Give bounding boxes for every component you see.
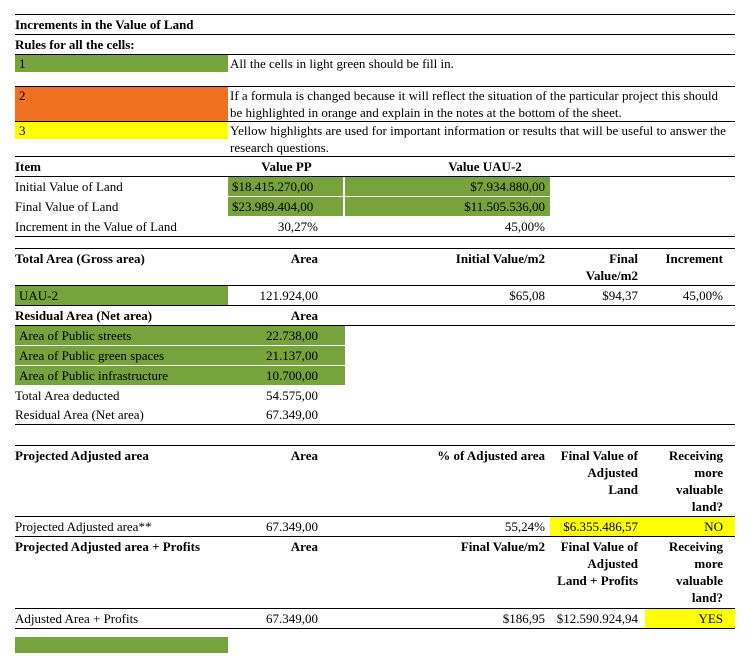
residual-area-value: 67.349,00: [266, 407, 318, 422]
col-header-residual-area: Residual Area (Net area): [15, 308, 153, 323]
area-input-cell: 21.137,00: [228, 346, 345, 366]
title-row: Increments in the Value of Land: [15, 14, 735, 35]
col-header-receiving: Receiving more valuable land?: [668, 448, 723, 514]
value-pp-input-cell: $23.989.404,00: [228, 197, 345, 217]
residual-area-header: Residual Area (Net area) Area: [15, 306, 735, 326]
col-header-final-value-profits: Final Value of Adjusted Land + Profits: [557, 539, 638, 588]
receiving-answer-highlight: NO: [645, 517, 735, 536]
final-value-adjusted-highlight: $6.355.486,57: [550, 517, 645, 536]
row-label-input-cell: Area of Public infrastructure: [15, 366, 228, 386]
table-row-final-value: Final Value of Land $23.989.404,00 $11.5…: [15, 197, 735, 217]
section-gap: [15, 237, 735, 248]
value-table-header: Item Value PP Value UAU-2: [15, 157, 735, 177]
rule-3-number: 3: [19, 123, 26, 138]
rule-row-2: 2 If a formula is changed because it wil…: [15, 87, 735, 122]
row-label-input-cell: Area of Public streets: [15, 326, 228, 346]
uau2-final-value-m2: $94,37: [602, 288, 638, 303]
final-value-m2-value: $186,95: [502, 611, 545, 626]
col-header-receiving: Receiving more valuable land?: [668, 539, 723, 605]
value-uau2-input-cell: $11.505.536,00: [345, 197, 550, 217]
table-row-public-green-spaces: Area of Public green spaces 21.137,00: [15, 346, 735, 366]
col-header-area: Area: [290, 251, 318, 266]
col-header-value-pp: Value PP: [261, 159, 312, 174]
uau2-area-value: 121.924,00: [259, 288, 319, 303]
rule-3-number-column: 3: [15, 122, 228, 139]
table-row-public-streets: Area of Public streets 22.738,00: [15, 326, 735, 346]
table-row-uau2: UAU-2 121.924,00 $65,08 $94,37 45,00%: [15, 286, 735, 306]
row-label: Adjusted Area + Profits: [15, 611, 139, 626]
projected-profits-header: Projected Adjusted area + Profits Area F…: [15, 537, 735, 609]
rule-2-number: 2: [19, 88, 26, 103]
rule-2-number-column: 2: [15, 87, 228, 121]
row-label: Projected Adjusted area**: [15, 519, 152, 534]
rule-3-text: Yellow highlights are used for important…: [230, 123, 726, 155]
rule-3-yellow-cell: 3: [15, 122, 228, 139]
increment-uau2-value: 45,00%: [504, 219, 545, 234]
row-label: Final Value of Land: [15, 199, 119, 214]
area-input-cell: 22.738,00: [228, 326, 345, 346]
area-table-header: Total Area (Gross area) Area Initial Val…: [15, 248, 735, 286]
col-header-area: Area: [290, 448, 318, 463]
row-label: Increment in the Value of Land: [15, 219, 177, 234]
rule-1-text: All the cells in light green should be f…: [230, 56, 454, 71]
projected-area-value: 67.349,00: [266, 519, 318, 534]
section-gap: [15, 425, 735, 445]
rule-1-green-cell: 1: [15, 55, 228, 72]
projected-area-header: Projected Adjusted area Area % of Adjust…: [15, 445, 735, 517]
rules-heading-row: Rules for all the cells:: [15, 35, 735, 55]
receiving-answer-highlight: YES: [645, 609, 735, 628]
rule-1-number-column: 1: [15, 55, 228, 72]
table-row-initial-value: Initial Value of Land $18.415.270,00 $7.…: [15, 177, 735, 197]
area-input-cell: 10.700,00: [228, 366, 345, 386]
col-header-projected-area: Projected Adjusted area: [15, 448, 149, 463]
col-header-pct-adjusted: % of Adjusted area: [437, 448, 545, 463]
col-header-gross-area: Total Area (Gross area): [15, 251, 145, 266]
col-header-final-value-adjusted: Final Value of Adjusted Land: [560, 448, 638, 497]
table-row-adjusted-profits: Adjusted Area + Profits 67.349,00 $186,9…: [15, 609, 735, 629]
table-row-residual-area: Residual Area (Net area) 67.349,00: [15, 405, 735, 425]
col-header-value-uau2: Value UAU-2: [448, 159, 522, 174]
row-label-input-cell: Area of Public green spaces: [15, 346, 228, 366]
col-header-area: Area: [290, 539, 318, 554]
col-header-final-value-m2: Final Value/m2: [585, 251, 638, 283]
row-label: Initial Value of Land: [15, 179, 123, 194]
increment-pp-value: 30,27%: [277, 219, 318, 234]
table-row-public-infrastructure: Area of Public infrastructure 10.700,00: [15, 366, 735, 386]
page-title: Increments in the Value of Land: [15, 17, 194, 32]
rule-row-3: 3 Yellow highlights are used for importa…: [15, 122, 735, 157]
final-value-profits-value: $12.590.924,94: [556, 611, 638, 626]
rule-1-number: 1: [19, 56, 26, 71]
bottom-partial-green-cell: [15, 637, 228, 653]
pct-adjusted-value: 55,24%: [504, 519, 545, 534]
table-row-increment: Increment in the Value of Land 30,27% 45…: [15, 217, 735, 237]
col-header-item: Item: [15, 159, 41, 174]
total-deducted-value: 54.575,00: [266, 388, 318, 403]
col-header-increment: Increment: [665, 251, 723, 266]
col-header-projected-profits: Projected Adjusted area + Profits: [15, 539, 201, 554]
value-pp-input-cell: $18.415.270,00: [228, 177, 345, 197]
uau2-label-input-cell: UAU-2: [15, 286, 228, 305]
table-row-projected-adjusted: Projected Adjusted area** 67.349,00 55,2…: [15, 517, 735, 537]
rule-row-1: 1 All the cells in light green should be…: [15, 55, 735, 87]
uau2-initial-value-m2: $65,08: [509, 288, 545, 303]
rule-2-text: If a formula is changed because it will …: [230, 88, 719, 120]
row-label: Residual Area (Net area): [15, 407, 144, 422]
row-label: Total Area deducted: [15, 388, 120, 403]
rule-2-orange-cell: 2: [15, 87, 228, 121]
adjusted-area-value: 67.349,00: [266, 611, 318, 626]
col-header-initial-value-m2: Initial Value/m2: [455, 251, 545, 266]
col-header-final-value-m2: Final Value/m2: [460, 539, 545, 554]
value-uau2-input-cell: $7.934.880,00: [345, 177, 550, 197]
rules-heading: Rules for all the cells:: [15, 37, 135, 52]
col-header-area: Area: [290, 308, 318, 323]
uau2-increment: 45,00%: [682, 288, 723, 303]
table-row-total-deducted: Total Area deducted 54.575,00: [15, 386, 735, 405]
